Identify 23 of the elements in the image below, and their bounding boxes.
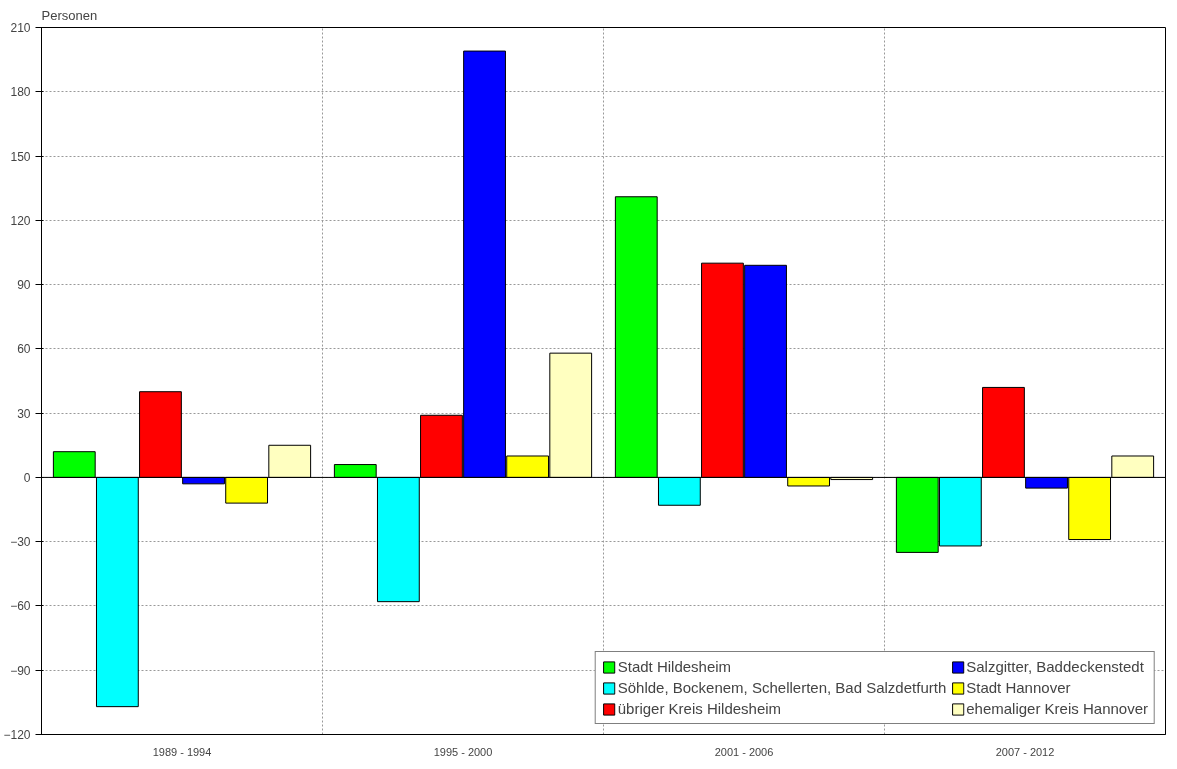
legend-label: ehemaliger Kreis Hannover <box>966 700 1148 717</box>
y-tick-label: −120 <box>3 728 31 742</box>
y-tick-label: 0 <box>23 470 31 485</box>
y-tick-label: 210 <box>10 21 31 35</box>
x-tick-label: 1995 - 2000 <box>433 745 493 758</box>
y-tick-label: 180 <box>10 85 31 100</box>
legend-label: Salzgitter, Baddeckenstedt <box>966 658 1144 675</box>
y-tick-label: −60 <box>10 599 31 614</box>
y-tick-label: 120 <box>10 213 31 228</box>
y-tick-label: 150 <box>10 149 31 164</box>
y-tick-label: −90 <box>10 663 31 678</box>
y-tick-label: 30 <box>17 406 31 421</box>
legend-label: übriger Kreis Hildesheim <box>617 700 782 717</box>
legend-label: Söhlde, Bockenem, Schellerten, Bad Salzdetfurth <box>617 679 947 696</box>
y-tick-label: −30 <box>10 535 31 550</box>
x-tick-label: 2007 - 2012 <box>995 745 1055 758</box>
legend-label: Stadt Hildesheim <box>617 658 732 675</box>
x-tick-label: 1989 - 1994 <box>152 745 212 758</box>
legend-label: Stadt Hannover <box>966 679 1071 696</box>
y-tick-label: 90 <box>17 278 31 293</box>
y-axis-title: Personen <box>41 7 98 23</box>
y-tick-label: 60 <box>17 342 31 357</box>
x-tick-label: 2001 - 2006 <box>714 745 774 758</box>
